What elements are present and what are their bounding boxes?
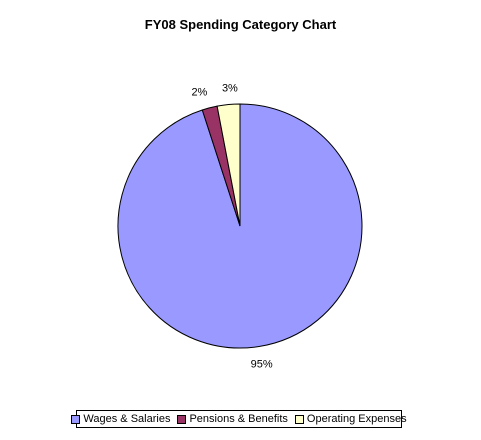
legend-item-pensions-benefits: Pensions & Benefits — [177, 413, 288, 425]
legend-swatch-operating-expenses — [294, 414, 304, 424]
legend-swatch-pensions-benefits — [177, 414, 187, 424]
legend-item-wages-salaries: Wages & Salaries — [71, 413, 170, 425]
legend-swatch-wages-salaries — [71, 414, 81, 424]
legend-label-wages-salaries: Wages & Salaries — [83, 413, 171, 425]
pie-slice-operating-expenses — [216, 103, 241, 227]
pct-label-operating-expenses: 3% — [222, 83, 238, 95]
legend-label-pensions-benefits: Pensions & Benefits — [189, 413, 288, 425]
pct-label-wages-salaries: 95% — [251, 358, 273, 370]
chart-title: FY08 Spending Category Chart — [144, 17, 337, 32]
legend-label-operating-expenses: Operating Expenses — [306, 413, 407, 425]
legend-item-operating-expenses: Operating Expenses — [294, 413, 407, 425]
legend: Wages & Salaries Pensions & Benefits Ope… — [71, 410, 407, 428]
pct-label-pensions-benefits: 2% — [191, 86, 207, 98]
